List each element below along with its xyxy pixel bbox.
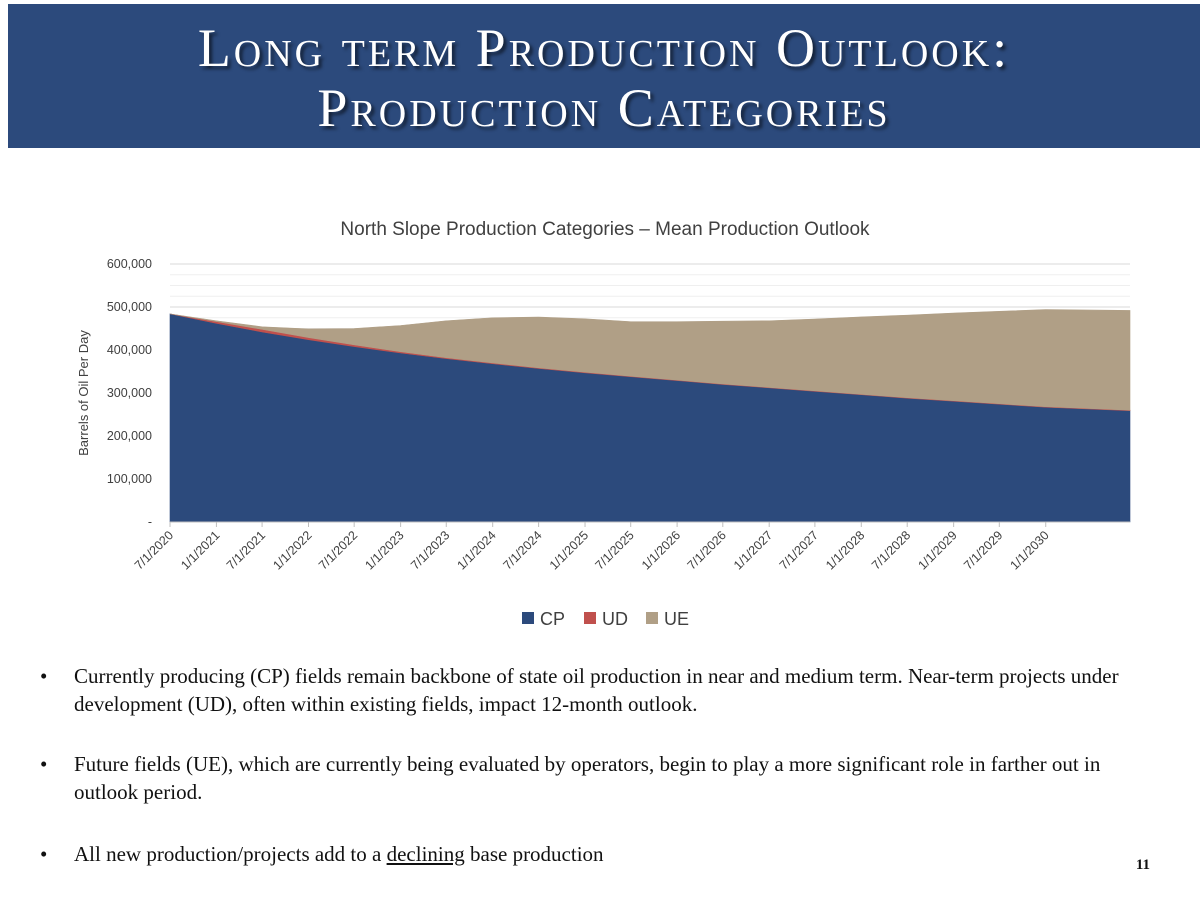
bullet-text: Future fields (UE), which are currently … — [74, 752, 1101, 804]
legend-label-cp: CP — [540, 609, 565, 629]
y-tick-label: 400,000 — [107, 343, 152, 357]
x-axis-ticks: 7/1/2020 1/1/2021 7/1/2021 1/1/2022 7/1/2022… — [132, 522, 1052, 573]
title-banner: Long term Production Outlook: Production… — [8, 4, 1200, 148]
bullet-emphasis: declining — [386, 842, 465, 866]
x-tick-label: 7/1/2021 — [224, 528, 268, 572]
chart-title: North Slope Production Categories – Mean… — [340, 219, 870, 240]
y-tick-label: 500,000 — [107, 300, 152, 314]
y-tick-label: 300,000 — [107, 386, 152, 400]
bullet-list: Currently producing (CP) fields remain b… — [40, 662, 1150, 900]
x-tick-label: 7/1/2029 — [961, 528, 1005, 572]
series-areas — [169, 309, 1131, 523]
y-tick-label: 100,000 — [107, 472, 152, 486]
page-number: 11 — [1135, 857, 1150, 873]
series-area-ue — [169, 309, 1131, 411]
y-tick-label: - — [148, 515, 152, 529]
y-tick-label: 200,000 — [107, 429, 152, 443]
legend-swatch-cp — [522, 612, 534, 624]
x-tick-label: 1/1/2030 — [1008, 528, 1052, 572]
x-tick-label: 1/1/2025 — [547, 528, 591, 572]
bullet-text: Currently producing (CP) fields remain b… — [74, 664, 1119, 716]
y-tick-label: 600,000 — [107, 257, 152, 271]
x-tick-label: 1/1/2021 — [178, 528, 222, 572]
slide-title-line-2: Production Categories — [317, 78, 891, 138]
bullet-text-after: base production — [464, 842, 604, 866]
x-tick-label: 7/1/2022 — [316, 528, 360, 572]
bullet-item: Currently producing (CP) fields remain b… — [40, 662, 1150, 718]
x-tick-label: 1/1/2022 — [270, 528, 314, 572]
legend-label-ud: UD — [602, 609, 628, 629]
y-axis-label: Barrels of Oil Per Day — [76, 330, 91, 456]
x-tick-label: 7/1/2027 — [777, 528, 821, 572]
x-tick-label: 1/1/2023 — [362, 528, 406, 572]
slide-title-line-1: Long term Production Outlook: — [197, 18, 1011, 78]
bullet-item: Future fields (UE), which are currently … — [40, 750, 1150, 806]
x-tick-label: 1/1/2024 — [454, 528, 498, 572]
legend-swatch-ud — [584, 612, 596, 624]
legend-swatch-ue — [646, 612, 658, 624]
production-area-chart: North Slope Production Categories – Mean… — [76, 219, 1131, 629]
x-tick-label: 7/1/2028 — [869, 528, 913, 572]
x-tick-label: 7/1/2023 — [408, 528, 452, 572]
x-tick-label: 7/1/2020 — [132, 528, 176, 572]
x-tick-label: 7/1/2025 — [593, 528, 637, 572]
x-tick-label: 7/1/2024 — [500, 528, 544, 572]
x-tick-label: 1/1/2029 — [915, 528, 959, 572]
y-axis-ticks: - 100,000 200,000 300,000 400,000 500,000 600,… — [107, 257, 152, 529]
x-tick-label: 1/1/2027 — [731, 528, 775, 572]
bullet-text-before: All new production/projects add to a — [74, 842, 387, 866]
slide-title: Long term Production Outlook: Production… — [8, 18, 1200, 138]
x-tick-label: 7/1/2026 — [685, 528, 729, 572]
x-tick-label: 1/1/2026 — [639, 528, 683, 572]
legend: CP UD UE — [522, 609, 689, 629]
bullet-item: All new production/projects add to a dec… — [40, 840, 1150, 868]
x-tick-label: 1/1/2028 — [823, 528, 867, 572]
legend-label-ue: UE — [664, 609, 689, 629]
